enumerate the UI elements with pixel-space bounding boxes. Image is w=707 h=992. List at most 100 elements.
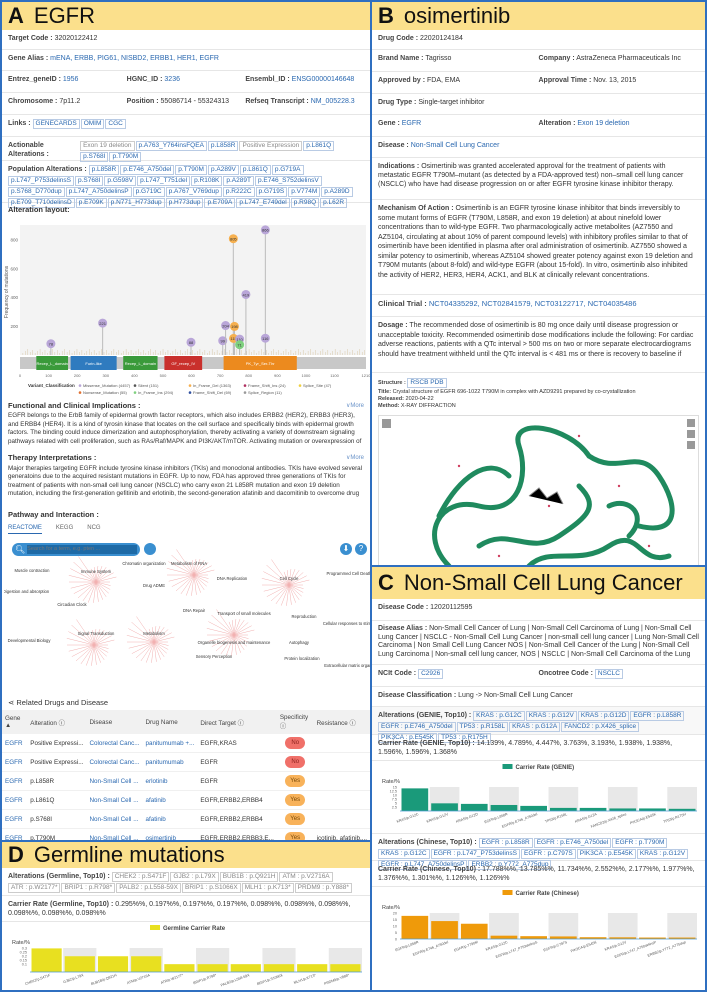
alteration-tag[interactable]: BRIP1 : p.S1066X [181, 883, 241, 893]
alteration-tag[interactable]: MLH1 : p.K713* [241, 883, 294, 893]
table-cell[interactable]: panitumumab [142, 752, 198, 772]
link-tag[interactable]: OMIM [80, 119, 105, 129]
population-alteration-tag[interactable]: p.G719S [255, 187, 288, 197]
alteration-tag[interactable]: ERBB2 : p.Y772_A775dup [468, 860, 552, 870]
population-alteration-tag[interactable]: p.L747_P753delinsS [8, 176, 74, 186]
alteration-tag[interactable]: EGFR : p.C797S [521, 849, 576, 859]
alteration-tag[interactable]: KRAS : p.G12V [525, 711, 577, 721]
population-alteration-tag[interactable]: p.A767_V769dup [165, 187, 222, 197]
oncotree-link[interactable]: NSCLC [594, 669, 623, 679]
actionable-alteration-tag[interactable]: p.A763_Y764insFQEA [135, 141, 207, 151]
column-header[interactable]: Gene ▲ [2, 710, 28, 734]
alteration-tag[interactable]: EGFR : p.E746_A750del [378, 722, 456, 732]
table-cell[interactable]: Non-Small Cell ... [86, 771, 143, 791]
gene-link[interactable]: EGFR [401, 120, 422, 127]
population-alteration-tag[interactable]: p.L861Q [239, 165, 271, 175]
alteration-tag[interactable]: EGFR : p.L858R [478, 838, 533, 848]
table-cell[interactable]: Colorectal Canc... [86, 752, 143, 772]
population-alteration-tag[interactable]: p.E709K [75, 198, 107, 208]
alteration-tag[interactable]: FANCD2 : p.X426_splice [561, 722, 640, 732]
pathway-network[interactable]: Muscle contraction Immune System Chromatin… [4, 540, 370, 690]
viewer-control-icon[interactable] [687, 441, 695, 449]
column-header[interactable]: Direct Target ⓘ [197, 710, 277, 734]
alteration-tag[interactable]: TP53 : p.R175H [438, 733, 491, 743]
clinical-trial-links[interactable]: NCT04335292, NCT02841579, NCT03122717, N… [428, 299, 637, 308]
alteration-tag[interactable]: PRDM9 : p.Y888* [294, 883, 352, 893]
alteration-tag[interactable]: BRIP1 : p.R798* [61, 883, 116, 893]
table-cell[interactable]: afatinib [142, 809, 198, 829]
ensembl-link[interactable]: ENSG00000146648 [291, 76, 355, 83]
more-button[interactable]: ∨More [345, 402, 364, 409]
viewer-control-icon[interactable] [687, 430, 695, 438]
table-cell[interactable]: panitumumab +... [142, 734, 198, 753]
population-alteration-tag[interactable]: p.E746_S752delinsV [254, 176, 322, 186]
viewer-menu-icon[interactable] [382, 419, 391, 428]
population-alteration-tag[interactable]: p.E709_T710delinsD [8, 198, 75, 208]
population-alteration-tag[interactable]: p.T790M [175, 165, 207, 175]
alteration-tag[interactable]: TP53 : p.R158L [456, 722, 509, 732]
population-alteration-tag[interactable]: p.N771_H773dup [107, 198, 165, 208]
link-tag[interactable]: CGC [105, 119, 126, 129]
alteration-tag[interactable]: PIK3CA : p.E545K [576, 849, 636, 859]
actionable-alteration-tag[interactable]: Positive Expression [239, 141, 303, 151]
actionable-alteration-tag[interactable]: p.L858R [207, 141, 239, 151]
disease-link[interactable]: Non-Small Cell Lung Cancer [410, 142, 500, 149]
actionable-alteration-tag[interactable]: p.S768I [80, 152, 109, 162]
table-cell[interactable]: erlotinib [142, 771, 198, 791]
actionable-alteration-tag[interactable]: p.L861Q [303, 141, 335, 151]
population-alteration-tag[interactable]: p.R108K [191, 176, 223, 186]
alteration-tag[interactable]: KRAS : p.G12A [509, 722, 561, 732]
help-icon[interactable]: ? [355, 542, 367, 555]
table-cell[interactable]: EGFR [2, 809, 28, 829]
table-cell[interactable]: osimertinib [142, 828, 198, 840]
download-icon[interactable]: ⬇ [340, 542, 352, 555]
population-alteration-tag[interactable]: p.A289D [321, 187, 353, 197]
link-tag[interactable]: GENECARDS [32, 119, 80, 129]
population-alteration-tag[interactable]: p.G719A [271, 165, 304, 175]
population-alteration-tag[interactable]: p.G719C [132, 187, 165, 197]
table-cell[interactable]: Colorectal Canc... [86, 734, 143, 753]
population-alteration-tag[interactable]: p.L747_T751del [137, 176, 191, 186]
table-cell[interactable]: Non-Small Cell ... [86, 828, 143, 840]
rcsb-pdb-link[interactable]: RSCB PDB [407, 378, 447, 388]
alteration-tag[interactable]: ATR : p.W2177* [8, 883, 61, 893]
population-alteration-tag[interactable]: p.E746_A750del [120, 165, 175, 175]
alteration-tag[interactable]: GJB2 : p.L79X [170, 872, 219, 882]
population-alteration-tag[interactable]: p.S768_D770dup [8, 187, 65, 197]
column-header[interactable]: Alteration ⓘ [27, 710, 87, 734]
tab-ncg[interactable]: NCG [87, 525, 101, 531]
refseq-link[interactable]: NM_005228.3 [310, 98, 355, 105]
alteration-tag[interactable]: KRAS : p.G12C [378, 849, 430, 859]
table-cell[interactable]: EGFR [2, 828, 28, 840]
population-alteration-tag[interactable]: p.L62R [320, 198, 348, 208]
tab-kegg[interactable]: KEGG [55, 525, 74, 531]
column-header[interactable]: Drug Name [142, 710, 198, 734]
population-alteration-tag[interactable]: p.L747_E749del [236, 198, 290, 208]
column-header[interactable]: Specificity ⓘ [276, 710, 314, 734]
table-cell[interactable]: afatinib [142, 790, 198, 810]
table-cell[interactable]: EGFR [2, 771, 28, 791]
alteration-tag[interactable]: EGFR : p.E746_A750del [533, 838, 612, 848]
alteration-tag[interactable]: PIK3CA : p.E545K [378, 733, 438, 743]
alteration-tag[interactable]: PALB2 : p.L558-59X [116, 883, 181, 893]
viewer-control-icon[interactable] [687, 419, 695, 427]
alteration-tag[interactable]: KRAS : p.G12C [473, 711, 525, 721]
population-alteration-tag[interactable]: p.E709A [204, 198, 236, 208]
table-cell[interactable]: EGFR [2, 752, 28, 772]
alteration-tag[interactable]: CHEK2 : p.S471F [111, 872, 170, 882]
population-alteration-tag[interactable]: p.G598V [104, 176, 137, 186]
population-alteration-tag[interactable]: p.L858R [88, 165, 120, 175]
population-alteration-tag[interactable]: p.A289V [207, 165, 239, 175]
actionable-alteration-tag[interactable]: Exon 19 deletion [80, 141, 135, 151]
population-alteration-tag[interactable]: p.A289T [223, 176, 254, 186]
tab-reactome[interactable]: REACTOME [8, 525, 42, 534]
alteration-tag[interactable]: BUB1B : p.Q921H [219, 872, 279, 882]
protein-structure-viewer[interactable] [378, 415, 699, 565]
alteration-link[interactable]: Exon 19 deletion [577, 120, 630, 127]
table-cell[interactable]: Non-Small Cell ... [86, 790, 143, 810]
ncit-link[interactable]: C2926 [418, 669, 444, 679]
population-alteration-tag[interactable]: p.S768I [75, 176, 104, 186]
layout-icon[interactable] [144, 542, 156, 555]
column-header[interactable]: Disease [86, 710, 143, 734]
alteration-tag[interactable]: ATM : p.V2716A [279, 872, 333, 882]
